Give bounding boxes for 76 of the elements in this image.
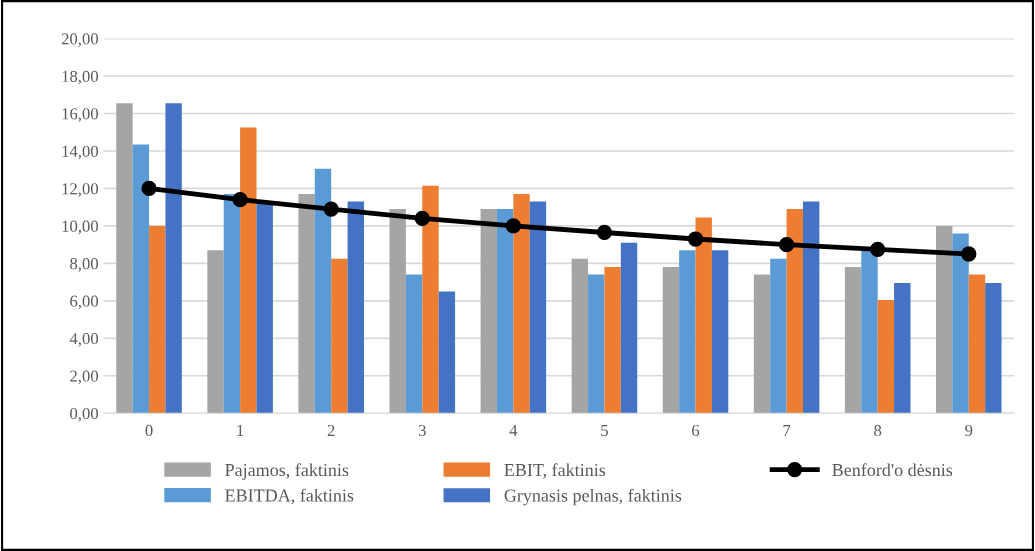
bar bbox=[968, 274, 986, 414]
bar bbox=[802, 201, 820, 414]
x-tick-label: 0 bbox=[145, 424, 153, 437]
x-tick-label: 9 bbox=[965, 424, 973, 437]
x-tick-label: 2 bbox=[327, 424, 335, 436]
legend-label: Grynasis pelnas, faktinis bbox=[504, 488, 682, 506]
bar bbox=[935, 225, 953, 414]
legend-label: EBIT, faktinis bbox=[504, 463, 606, 479]
bar bbox=[620, 242, 638, 414]
bar bbox=[985, 283, 1002, 414]
bar bbox=[405, 274, 423, 414]
bar bbox=[132, 144, 150, 414]
bar bbox=[679, 250, 696, 414]
point bbox=[414, 210, 430, 227]
bar bbox=[695, 217, 712, 414]
point bbox=[778, 237, 795, 253]
bar bbox=[347, 201, 364, 414]
y-tick-label: 10,00 bbox=[62, 220, 98, 235]
y-tick-label: 8,00 bbox=[70, 258, 98, 272]
bar bbox=[711, 250, 729, 414]
bar bbox=[256, 201, 273, 414]
point bbox=[505, 218, 521, 234]
y-tick-label: 14,00 bbox=[62, 145, 98, 160]
point bbox=[687, 231, 704, 247]
y-tick-label: 16,00 bbox=[62, 108, 98, 122]
bar bbox=[753, 274, 771, 414]
x-tick-label: 5 bbox=[601, 425, 608, 437]
bar bbox=[116, 103, 133, 414]
bar bbox=[496, 209, 514, 414]
legend-label: Benford'o dėsnis bbox=[832, 463, 953, 477]
bar bbox=[844, 267, 862, 414]
bar bbox=[240, 127, 257, 414]
bar bbox=[149, 225, 166, 414]
y-tick-label: 2,00 bbox=[70, 370, 98, 385]
point bbox=[141, 180, 157, 197]
point bbox=[870, 241, 886, 257]
bar bbox=[389, 209, 406, 414]
bar bbox=[877, 299, 895, 414]
bar bbox=[604, 267, 621, 414]
y-tick-label: 18,00 bbox=[62, 70, 98, 85]
bar bbox=[513, 194, 530, 414]
y-tick-label: 12,00 bbox=[62, 183, 98, 197]
bar bbox=[770, 258, 787, 414]
bar bbox=[480, 209, 497, 414]
bar bbox=[894, 283, 911, 414]
bar bbox=[207, 250, 224, 414]
point bbox=[596, 224, 613, 241]
y-tick-label: 0,00 bbox=[70, 407, 98, 422]
bar bbox=[223, 194, 241, 414]
bar bbox=[438, 291, 456, 414]
x-tick-label: 1 bbox=[237, 424, 244, 436]
point bbox=[961, 246, 977, 262]
bar bbox=[786, 209, 803, 414]
point bbox=[323, 201, 339, 217]
legend-label: EBITDA, faktinis bbox=[225, 488, 354, 505]
y-tick-label: 4,00 bbox=[69, 333, 98, 347]
y-tick-label: 6,00 bbox=[70, 295, 98, 310]
bar bbox=[529, 201, 547, 414]
bar bbox=[588, 274, 605, 414]
x-tick-label: 6 bbox=[692, 424, 700, 437]
bar bbox=[571, 258, 589, 414]
bar bbox=[952, 233, 969, 414]
bar bbox=[422, 185, 439, 414]
bar bbox=[861, 250, 878, 414]
bar bbox=[662, 267, 680, 414]
x-tick-label: 3 bbox=[418, 424, 426, 437]
bar bbox=[331, 258, 348, 414]
x-tick-label: 7 bbox=[783, 425, 791, 436]
x-tick-label: 4 bbox=[509, 424, 518, 436]
x-tick-label: 8 bbox=[874, 424, 882, 437]
y-tick-label: 20,00 bbox=[61, 33, 98, 47]
bar bbox=[298, 194, 315, 414]
bar bbox=[314, 168, 332, 414]
legend-label: Pajamos, faktinis bbox=[225, 463, 349, 480]
point bbox=[232, 192, 248, 208]
bar bbox=[165, 103, 182, 414]
